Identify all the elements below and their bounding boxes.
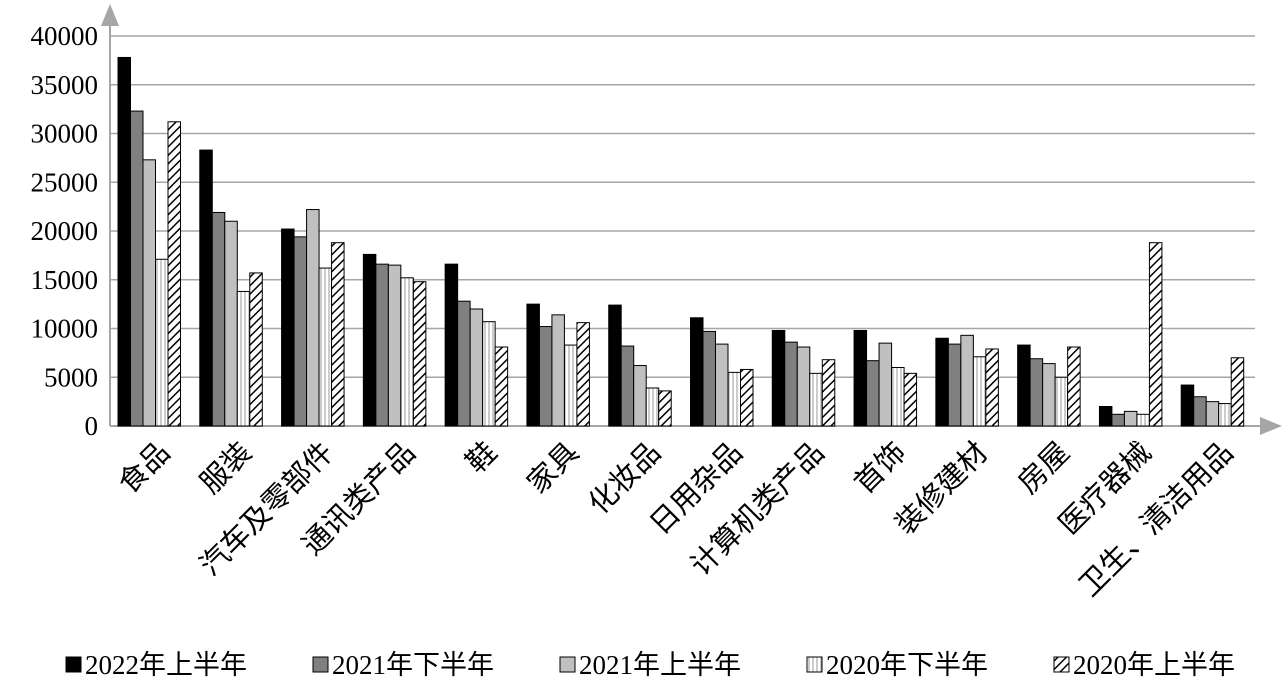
bar	[199, 149, 213, 427]
bar	[551, 314, 565, 427]
bar	[211, 211, 226, 427]
bar	[444, 263, 459, 427]
bar	[1230, 357, 1245, 427]
legend-swatch	[559, 656, 576, 673]
bar	[740, 368, 754, 427]
y-tick-label: 5000	[44, 362, 98, 392]
bar	[281, 228, 295, 427]
bar	[821, 359, 836, 427]
bar	[702, 330, 716, 427]
bar	[903, 372, 918, 427]
bar	[318, 267, 333, 427]
bar	[400, 277, 414, 427]
bar	[935, 337, 949, 427]
bar	[236, 290, 251, 427]
bar	[494, 346, 509, 427]
bar	[1029, 358, 1044, 427]
bar	[620, 345, 635, 427]
x-tick-label: 食品	[112, 436, 176, 500]
x-tick-label: 鞋	[460, 436, 504, 480]
bar	[469, 308, 484, 427]
bar	[130, 110, 144, 427]
bar	[1193, 396, 1207, 427]
legend-label: 2020年下半年	[826, 650, 988, 680]
bar	[482, 321, 496, 427]
y-tick-label: 15000	[31, 265, 99, 295]
bar	[960, 334, 974, 427]
bar	[362, 253, 377, 427]
bar	[142, 159, 156, 427]
bar	[538, 326, 553, 427]
bar	[412, 281, 427, 427]
legend-swatch	[312, 656, 329, 673]
bar	[457, 300, 471, 427]
bar	[167, 121, 181, 427]
x-tick-label: 房屋	[1012, 436, 1076, 500]
bar	[658, 390, 672, 427]
x-axis-arrow	[1260, 417, 1282, 435]
bar	[1123, 410, 1138, 427]
bar	[878, 342, 893, 427]
y-tick-label: 35000	[31, 70, 99, 100]
bar	[796, 346, 811, 427]
y-tick-label: 10000	[31, 314, 99, 344]
bar	[1067, 346, 1081, 427]
x-tick-label: 卫生、清洁用品	[1073, 436, 1240, 603]
bar	[1042, 363, 1056, 427]
x-tick-label: 服装	[194, 436, 258, 500]
bar	[866, 360, 880, 427]
bar	[249, 272, 263, 427]
bar	[526, 303, 540, 427]
bar	[1148, 242, 1163, 427]
bar	[293, 236, 308, 427]
bar	[809, 372, 823, 427]
bar	[576, 322, 590, 427]
bar	[690, 317, 704, 427]
x-tick-label: 家具	[521, 436, 585, 500]
legend-label: 2022年上半年	[85, 650, 247, 680]
bar	[853, 329, 868, 427]
y-tick-label: 20000	[31, 216, 99, 246]
bar	[563, 344, 578, 427]
bar	[1111, 413, 1125, 427]
bar	[375, 263, 389, 427]
bar	[784, 341, 798, 427]
bar	[715, 343, 729, 427]
bar	[306, 209, 320, 427]
legend-label: 2021年下半年	[332, 650, 494, 680]
bar	[387, 264, 402, 427]
y-tick-label: 25000	[31, 167, 99, 197]
y-tick-label: 40000	[31, 21, 99, 51]
bar	[331, 242, 345, 427]
legend-swatch	[65, 656, 82, 673]
bar	[117, 56, 131, 427]
legend-label: 2021年上半年	[579, 650, 741, 680]
bar	[947, 343, 962, 427]
bar	[727, 371, 741, 427]
bar	[771, 329, 786, 427]
bar	[224, 220, 238, 427]
bar	[972, 356, 987, 427]
legend-swatch	[1053, 656, 1070, 673]
legend-swatch	[806, 656, 823, 673]
bar	[1180, 384, 1195, 427]
bar	[985, 348, 999, 427]
bar	[633, 365, 647, 427]
bar	[1205, 401, 1220, 427]
bar	[1218, 403, 1232, 427]
bar	[1054, 376, 1069, 427]
bar	[1098, 406, 1113, 427]
x-tick-label: 首饰	[848, 436, 912, 500]
bar	[1136, 413, 1150, 427]
y-tick-label: 0	[85, 411, 99, 441]
y-tick-label: 30000	[31, 119, 99, 149]
bar	[645, 387, 660, 427]
legend-label: 2020年上半年	[1073, 650, 1235, 680]
y-axis-arrow	[101, 4, 119, 26]
bar	[155, 258, 169, 427]
bar	[891, 367, 905, 427]
bar	[608, 304, 622, 427]
bar	[1017, 344, 1031, 427]
